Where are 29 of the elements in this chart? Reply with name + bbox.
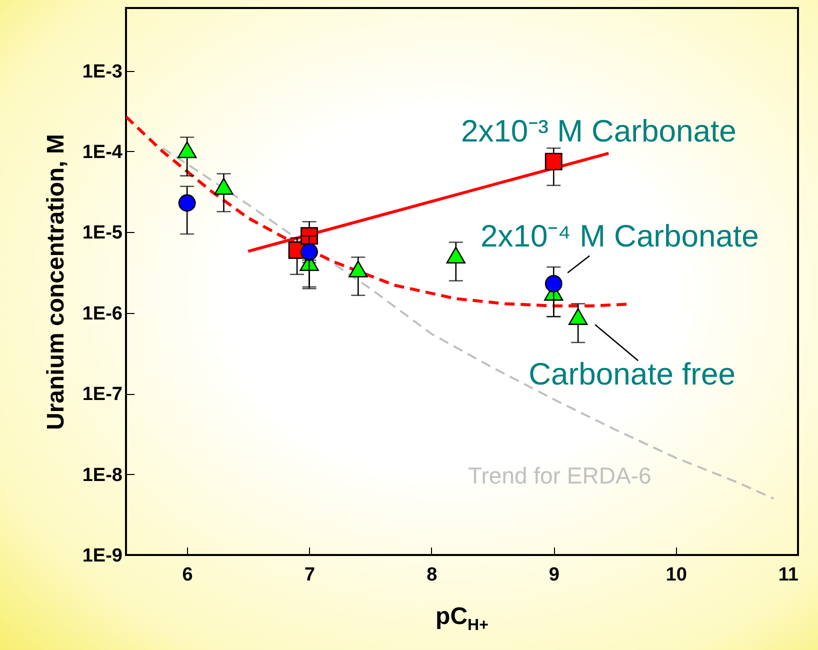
point: [544, 275, 562, 292]
point: [348, 260, 368, 278]
y-tick-label: 1E-8: [82, 464, 122, 486]
series-label: 2x10⁻³ M Carbonate: [460, 114, 736, 149]
y-tick-label: 1E-3: [82, 61, 122, 82]
y-tick-label: 1E-9: [82, 546, 122, 566]
point: [568, 308, 588, 325]
y-tick-label: 1E-4: [82, 142, 123, 163]
x-tick-label: 6: [182, 564, 193, 586]
x-tick-label: 7: [304, 564, 316, 586]
y-tick-label: 1E-6: [82, 303, 122, 324]
x-axis-title: pC$_{H+}$: [434, 603, 490, 635]
point: [177, 141, 197, 158]
point: [178, 194, 196, 212]
y-tick-label: 1E-5: [82, 222, 123, 244]
point: [446, 246, 466, 264]
text: 2x10⁻⁴ M Carbonate: [480, 218, 759, 254]
point: [214, 178, 234, 195]
point: [544, 152, 562, 170]
x-tick-label: 9: [548, 564, 560, 586]
x-tick-label: 10: [666, 564, 687, 586]
x-tick-label: 8: [426, 564, 438, 586]
legend-label: Carbonate free: [528, 356, 736, 392]
point: [300, 243, 318, 261]
y-axis-title: Uranium concentration, M: [42, 134, 70, 430]
y-tick-label: 1E-7: [82, 384, 122, 406]
x-tick-label: 11: [778, 564, 799, 586]
series-label: Trend for ERDA-6: [468, 462, 652, 488]
line-series: [162, 147, 775, 500]
